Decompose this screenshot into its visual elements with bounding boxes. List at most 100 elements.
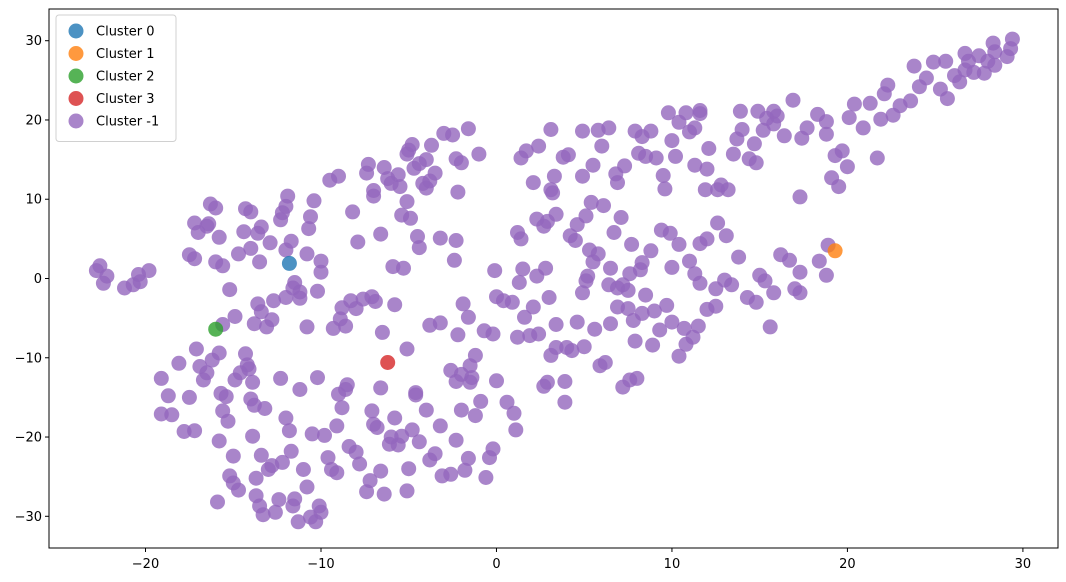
data-point xyxy=(906,58,922,74)
data-point xyxy=(334,400,350,416)
data-point xyxy=(255,507,271,523)
x-tick-label: 30 xyxy=(1015,557,1032,572)
data-point xyxy=(181,389,197,405)
data-point xyxy=(603,260,618,276)
data-point xyxy=(222,282,238,298)
data-point xyxy=(303,209,318,225)
data-point xyxy=(418,402,434,418)
data-point xyxy=(208,321,224,337)
data-point xyxy=(310,370,325,386)
data-point xyxy=(543,182,559,198)
data-point xyxy=(473,393,489,409)
data-point xyxy=(862,95,878,111)
data-point xyxy=(362,473,378,489)
y-tick-label: −10 xyxy=(15,351,42,366)
data-point xyxy=(339,377,355,393)
data-point xyxy=(725,146,741,162)
data-point xyxy=(485,326,501,342)
data-point xyxy=(748,294,764,310)
data-point xyxy=(281,423,297,439)
data-point xyxy=(504,294,520,310)
data-point xyxy=(211,345,227,361)
data-point xyxy=(457,462,473,478)
legend-label: Cluster -1 xyxy=(96,115,159,130)
legend-marker xyxy=(68,91,84,106)
data-point xyxy=(231,482,246,498)
data-point xyxy=(645,337,661,353)
data-point xyxy=(957,45,973,61)
data-point xyxy=(360,156,376,172)
data-point xyxy=(262,235,278,251)
data-point xyxy=(208,200,224,216)
legend-label: Cluster 1 xyxy=(96,47,155,62)
data-point xyxy=(187,251,203,267)
data-point xyxy=(218,389,234,405)
data-point xyxy=(627,333,643,349)
data-point xyxy=(427,446,443,462)
data-point xyxy=(410,229,425,244)
data-point xyxy=(624,236,640,252)
data-point xyxy=(846,96,862,112)
data-point xyxy=(759,110,775,126)
data-point xyxy=(99,268,115,284)
data-point xyxy=(699,161,715,177)
data-point xyxy=(317,427,332,443)
data-point xyxy=(399,483,415,499)
data-point xyxy=(271,492,287,508)
data-point xyxy=(976,65,992,81)
data-point xyxy=(664,314,680,330)
data-point xyxy=(811,253,827,269)
data-point xyxy=(575,123,590,139)
data-point xyxy=(938,53,954,69)
data-point xyxy=(724,277,740,293)
data-point xyxy=(299,479,315,495)
data-point xyxy=(348,444,364,460)
data-point xyxy=(443,466,459,482)
data-point xyxy=(792,285,808,301)
data-point xyxy=(380,355,396,370)
legend-marker xyxy=(68,23,84,39)
y-tick-label: −30 xyxy=(15,510,42,525)
data-point xyxy=(818,267,834,283)
data-point xyxy=(518,143,534,159)
plot-area xyxy=(48,8,1059,549)
data-point xyxy=(188,341,204,357)
data-point xyxy=(560,147,576,163)
data-point xyxy=(304,426,320,442)
data-point xyxy=(243,204,259,220)
data-point xyxy=(831,179,847,195)
series-cluster-1 xyxy=(827,243,843,259)
data-point xyxy=(594,138,610,154)
data-point xyxy=(697,182,713,198)
data-point xyxy=(455,296,471,312)
data-point xyxy=(278,242,294,258)
data-point xyxy=(583,194,599,210)
data-point xyxy=(511,275,527,290)
legend-box xyxy=(55,14,177,142)
data-point xyxy=(245,374,261,390)
data-point xyxy=(345,204,361,220)
data-point xyxy=(411,240,427,256)
data-point xyxy=(546,168,562,184)
data-point xyxy=(987,57,1003,73)
data-point xyxy=(310,283,325,299)
data-point xyxy=(839,159,855,175)
data-point xyxy=(241,361,257,377)
data-point xyxy=(460,121,476,137)
data-point xyxy=(585,254,601,270)
data-point xyxy=(766,285,782,301)
data-point xyxy=(606,225,622,240)
data-point xyxy=(225,448,241,464)
data-point xyxy=(387,410,403,426)
data-point xyxy=(408,387,424,403)
series-cluster--1 xyxy=(88,31,1020,530)
data-point xyxy=(664,259,680,275)
data-point xyxy=(557,394,573,410)
data-point xyxy=(280,188,296,204)
data-point xyxy=(211,229,227,245)
data-point xyxy=(266,293,282,309)
data-point xyxy=(453,155,469,171)
data-point xyxy=(515,261,531,277)
data-point xyxy=(517,309,532,325)
data-point xyxy=(467,408,483,424)
